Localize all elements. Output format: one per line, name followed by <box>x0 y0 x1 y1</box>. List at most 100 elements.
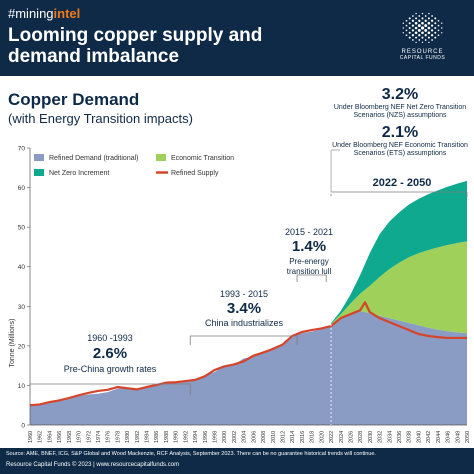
logo-dot <box>437 29 440 32</box>
annotation-1960-text: Pre-China growth rates <box>64 364 157 374</box>
logo-dot <box>408 22 411 25</box>
logo-dot <box>428 41 430 44</box>
logo-dot <box>427 21 431 25</box>
logo-dot <box>424 24 428 28</box>
logo-dot <box>408 31 411 34</box>
logo-dot <box>414 26 418 30</box>
logo-dot <box>405 29 408 32</box>
x-tick-label: 1982 <box>135 431 141 443</box>
bracket-2015-2021 <box>296 274 327 282</box>
footer-source: Source: AME, BNEF, ICG, S&P Global and W… <box>6 451 376 457</box>
logo-dot <box>441 27 443 29</box>
x-tick-label: 2046 <box>446 431 452 443</box>
bracket-1993-2015 <box>189 335 298 345</box>
legend-swatch <box>34 154 44 161</box>
x-tick-label: 1964 <box>47 431 53 443</box>
bracket-2022-2050 <box>330 191 468 197</box>
logo-dot <box>437 19 440 22</box>
logo-dot <box>417 28 421 32</box>
x-tick-label: 2010 <box>271 431 277 443</box>
logo-dot <box>411 29 415 32</box>
nzs-scenario: 3.2% Under Bloomberg NEF Net Zero Transi… <box>330 86 470 120</box>
logo-dot <box>408 17 411 20</box>
y-tick-label: 50 <box>18 225 26 232</box>
legend-label: Economic Transition <box>171 155 234 162</box>
logo-dot <box>411 24 415 27</box>
logo-dot <box>437 34 440 37</box>
logo-dot <box>428 12 430 15</box>
logo-dot <box>421 12 424 15</box>
logo-dot <box>431 15 433 17</box>
x-tick-label: 2006 <box>251 431 257 443</box>
logo-dot <box>412 39 414 41</box>
logo-dot <box>434 22 437 25</box>
legend-swatch <box>156 154 166 161</box>
logo-dot <box>418 19 421 22</box>
logo-dot <box>424 28 428 32</box>
logo-dot <box>418 34 421 37</box>
x-tick-label: 1960 <box>28 431 34 443</box>
logo-dot <box>427 31 431 35</box>
x-tick-label: 2008 <box>261 431 267 443</box>
x-tick-label: 2038 <box>407 431 413 443</box>
x-tick-label: 2032 <box>378 431 384 443</box>
logo-dot <box>421 36 424 39</box>
x-tick-label: 2036 <box>397 431 403 443</box>
x-tick-label: 2020 <box>319 431 325 443</box>
x-tick-label: 1988 <box>164 431 170 443</box>
logo-dot <box>441 32 443 34</box>
hashtag: #miningintel <box>8 6 81 21</box>
x-tick-label: 1990 <box>174 431 180 443</box>
logo-dot <box>430 19 434 22</box>
logo-dot <box>415 36 418 39</box>
logo-dot <box>421 41 424 44</box>
legend-label: Net Zero Increment <box>49 170 109 177</box>
logo-dot <box>427 26 431 30</box>
logo-dot <box>405 34 408 37</box>
x-tick-label: 2030 <box>368 431 374 443</box>
logo-dot <box>415 12 417 15</box>
x-tick-label: 2026 <box>348 431 354 443</box>
economic-transition-area <box>331 241 467 334</box>
y-tick-label: 10 <box>18 383 26 390</box>
x-tick-label: 1970 <box>77 431 83 443</box>
logo-dot <box>420 26 425 30</box>
x-tick-label: 2014 <box>290 431 296 443</box>
logo-dot <box>424 39 427 41</box>
logo-dot <box>434 27 437 29</box>
logo-dot <box>431 39 433 41</box>
x-tick-label: 2024 <box>339 431 345 443</box>
x-tick-label: 2000 <box>222 431 228 443</box>
logo-dot <box>434 17 437 20</box>
bracket-1960-1993 <box>29 383 191 395</box>
y-tick-label: 70 <box>18 146 26 153</box>
rcf-logo-icon <box>402 12 443 44</box>
logo-dot <box>405 24 408 27</box>
x-tick-label: 2002 <box>232 431 238 443</box>
logo-dot <box>437 24 440 27</box>
logo-dot <box>415 17 418 20</box>
x-tick-label: 2016 <box>300 431 306 443</box>
logo-dot <box>402 32 404 34</box>
annotation-2015-period: 2015 - 2021 <box>285 227 333 237</box>
logo-dot <box>414 21 418 25</box>
logo-dot <box>405 19 408 22</box>
logo-dot <box>402 27 404 29</box>
x-tick-label: 2022 <box>329 431 335 443</box>
x-tick-label: 1962 <box>38 431 44 443</box>
annotation-1993-rate: 3.4% <box>227 300 261 317</box>
x-tick-label: 1978 <box>115 431 121 443</box>
logo-dot <box>427 36 430 39</box>
header-banner <box>0 0 474 76</box>
footer: Source: AME, BNEF, ICG, S&P Global and W… <box>0 448 474 474</box>
logo-dot <box>424 19 427 22</box>
nzs-rate: 3.2% <box>381 86 419 103</box>
period-2022-2050: 2022 - 2050 <box>373 177 432 189</box>
logo-dot <box>434 36 437 39</box>
x-tick-label: 2028 <box>358 431 364 443</box>
subtitle-line2: (with Energy Transition impacts) <box>8 111 193 126</box>
logo-dot <box>417 24 421 28</box>
rcf-logo-text: RESOURCE CAPITAL FUNDS <box>399 49 446 61</box>
annotation-2015-text2: transition lull <box>287 267 332 276</box>
